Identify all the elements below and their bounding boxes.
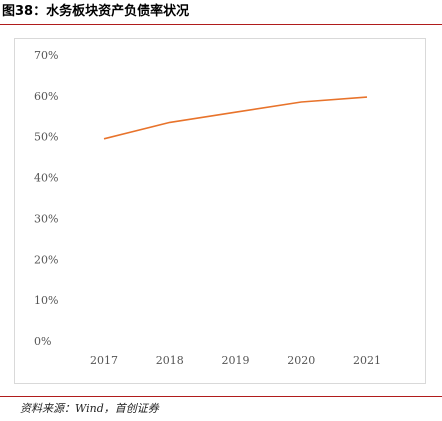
y-tick-label: 10% — [34, 294, 58, 307]
y-tick-label: 0% — [34, 335, 51, 348]
y-tick-label: 20% — [34, 253, 58, 266]
y-tick-label: 40% — [34, 172, 58, 185]
y-tick-label: 50% — [34, 131, 58, 144]
figure-title: 图38：水务板块资产负债率状况 — [2, 4, 190, 19]
x-tick-label: 2017 — [90, 354, 118, 367]
y-tick-label: 70% — [34, 49, 58, 62]
y-tick-label: 30% — [34, 212, 58, 225]
chart-frame — [14, 38, 426, 384]
x-tick-label: 2020 — [287, 354, 315, 367]
y-tick-label: 60% — [34, 90, 58, 103]
x-tick-label: 2019 — [222, 354, 250, 367]
x-tick-label: 2018 — [156, 354, 184, 367]
source-note: 资料来源：Wind，首创证券 — [20, 402, 159, 415]
series-line — [103, 96, 368, 140]
x-tick-label: 2021 — [353, 354, 381, 367]
source-rule — [0, 396, 442, 397]
title-underline — [0, 24, 442, 25]
